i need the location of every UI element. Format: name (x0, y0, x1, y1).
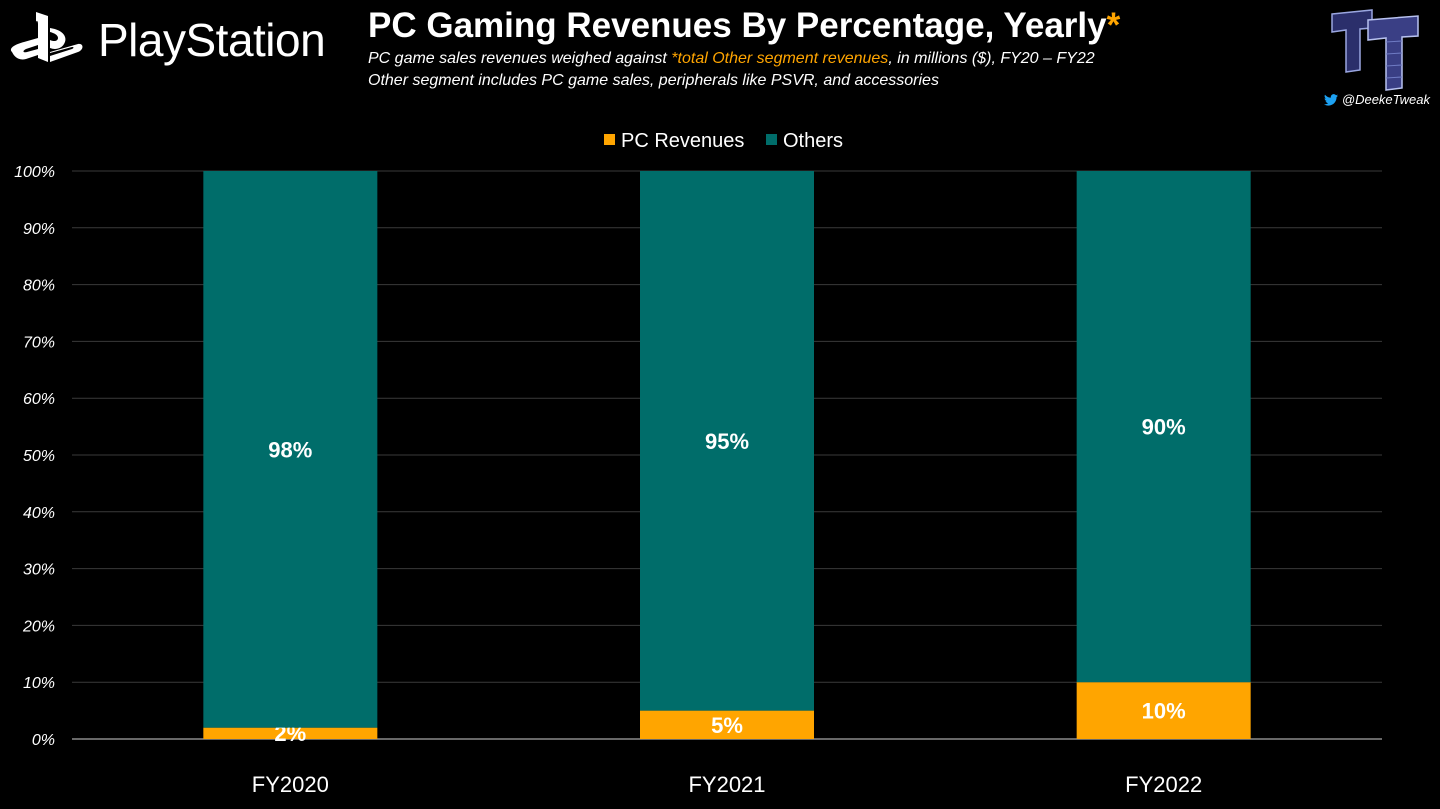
twitter-icon (1323, 93, 1338, 106)
y-tick-label: 80% (23, 278, 55, 295)
subtitle-end: , in millions ($), FY20 – FY22 (888, 50, 1095, 67)
tweaktown-logo-icon (1331, 9, 1419, 91)
x-tick-label: FY2020 (252, 772, 329, 797)
y-tick-label: 100% (14, 164, 55, 181)
y-tick-label: 60% (23, 391, 55, 408)
bar-others (640, 171, 814, 711)
subtitle-line-2: Other segment includes PC game sales, pe… (368, 72, 939, 89)
data-label-others: 95% (705, 429, 749, 454)
legend: PC Revenues Others (604, 130, 843, 152)
data-label-others: 98% (268, 437, 312, 462)
x-axis-labels: FY2020 FY2021 FY2022 (252, 772, 1202, 797)
credit-handle: @DeekeTweak (1323, 92, 1430, 107)
legend-pc-revenues-label: PC Revenues (621, 130, 744, 152)
handle-text: @DeekeTweak (1341, 92, 1430, 107)
bar-pc-revenues (203, 727, 378, 739)
subtitle-start: PC game sales revenues weighed against (368, 50, 672, 67)
y-tick-label: 10% (23, 675, 55, 692)
playstation-brand: PlayStation (8, 8, 326, 72)
header: PC Gaming Revenues By Percentage, Yearly… (368, 4, 1120, 92)
bars: 2%98%5%95%10%90% (203, 171, 1251, 746)
y-tick-label: 40% (23, 505, 55, 522)
data-label-others: 90% (1142, 415, 1186, 440)
subtitle-line-1: PC game sales revenues weighed against *… (368, 48, 1120, 70)
y-tick-label: 90% (23, 221, 55, 238)
data-label-pc-revenues: 5% (711, 713, 743, 738)
data-label-pc-revenues: 10% (1142, 699, 1186, 724)
title-text: PC Gaming Revenues By Percentage, Yearly (368, 6, 1107, 45)
page-title: PC Gaming Revenues By Percentage, Yearly… (368, 4, 1120, 48)
y-tick-label: 20% (22, 618, 55, 635)
x-tick-label: FY2021 (688, 772, 765, 797)
playstation-logo-icon (10, 12, 83, 62)
x-tick-label: FY2022 (1125, 772, 1202, 797)
bar-others (1076, 171, 1251, 683)
y-tick-label: 30% (23, 562, 55, 579)
y-tick-label: 0% (32, 732, 55, 749)
legend-others-label: Others (783, 130, 843, 152)
y-axis-ticks: 0% 10% 20% 30% 40% 50% 60% 70% 80% 90% 100% (14, 164, 55, 749)
bar-pc-revenues (1076, 682, 1251, 739)
bar-others (203, 171, 378, 728)
brand-name: PlayStation (98, 14, 326, 66)
bar-pc-revenues (640, 710, 814, 739)
y-tick-label: 50% (23, 448, 55, 465)
title-asterisk: * (1106, 6, 1121, 45)
subtitle-highlight: *total Other segment revenues (671, 50, 889, 67)
legend-others-swatch (766, 134, 777, 145)
legend-pc-revenues-swatch (604, 134, 615, 145)
y-tick-label: 70% (23, 334, 55, 351)
